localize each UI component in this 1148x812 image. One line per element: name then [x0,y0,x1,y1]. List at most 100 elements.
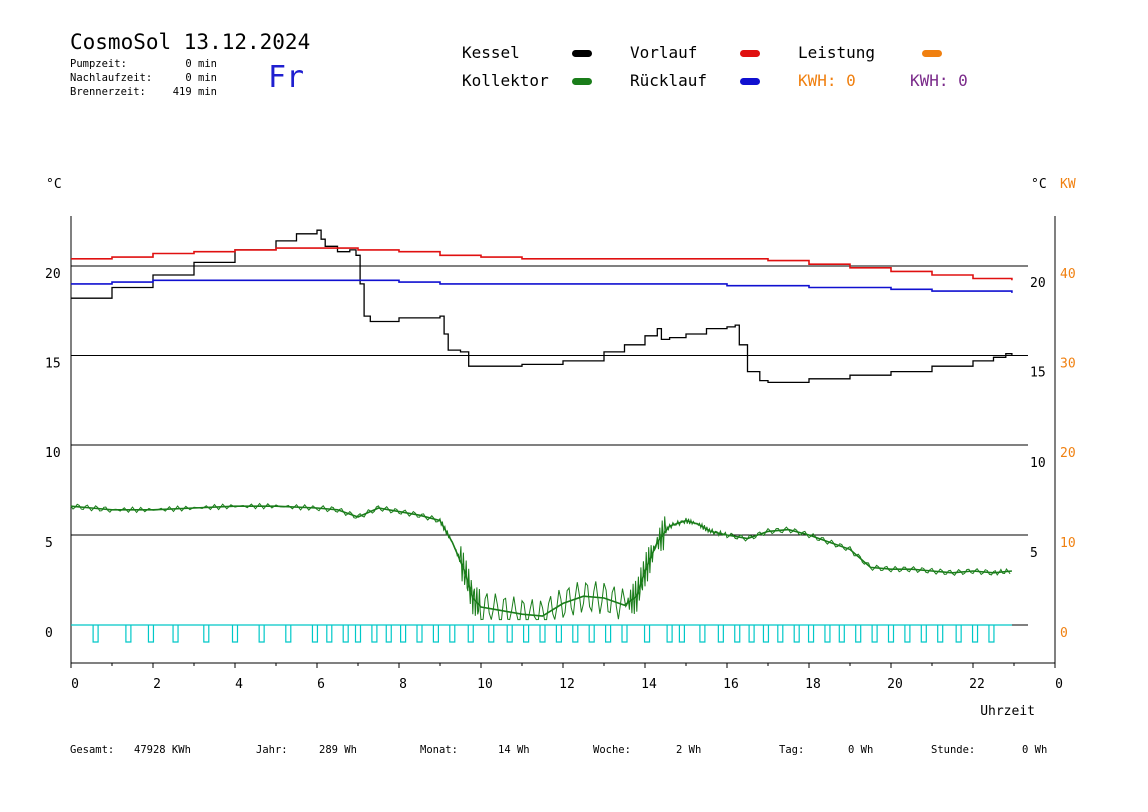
stat-pumpzeit-label: Pumpzeit: [70,58,127,70]
legend-kollektor-label: Kollektor [462,71,549,90]
legend-ruecklauf-label: Rücklauf [630,71,708,90]
leistung-pulse [572,625,579,643]
leistung-pulse [92,625,99,643]
footer-monat-label: Monat: [420,744,458,756]
footer-jahr-label: Jahr: [256,744,288,756]
footer-gesamt-value: 47928 KWh [134,744,191,756]
left-tick-label: 0 [45,626,53,641]
leistung-pulse [920,625,927,643]
leistung-pulse [793,625,800,643]
leistung-pulse [605,625,612,643]
x-tick-label: 12 [559,677,575,692]
leistung-pulse [838,625,845,643]
leistung-pulse [326,625,333,643]
leistung-pulse [887,625,895,643]
footer-monat-value: 14 Wh [498,744,530,756]
stat-nachlaufzeit-value: 0 min [185,72,217,84]
x-axis-label: Uhrzeit [980,704,1035,719]
leistung-pulse [371,625,378,643]
leistung-pulse [506,625,513,643]
footer-jahr-value: 289 Wh [319,744,357,756]
right-c-tick-label: 10 [1030,456,1046,471]
right-kw-tick-label: 20 [1060,446,1076,461]
x-tick-label: 2 [153,677,161,692]
leistung-pulse [955,625,962,643]
left-tick-label: 10 [45,446,61,461]
left-tick-label: 20 [45,267,61,282]
stat-brennerzeit-value: 419 min [172,86,217,98]
vorlauf-series-line [71,247,1013,281]
leistung-pulse [231,625,239,643]
x-tick-label: 4 [235,677,243,692]
legend-leistung-label: Leistung [798,43,876,62]
leistung-pulse [400,625,407,643]
leistung-pulse [467,625,474,643]
leistung-pulse [488,625,495,643]
x-tick-label: 14 [641,677,657,692]
right-axis-unit-celsius: °C [1031,177,1047,192]
leistung-pulse [539,625,546,643]
leistung-pulse [824,625,831,643]
leistung-pulse [555,625,562,643]
leistung-pulse [748,625,755,643]
ruecklauf-series-line [71,279,1013,293]
leistung-pulse [971,625,979,643]
right-axis-unit-kw: KW [1060,177,1076,192]
leistung-pulse [147,625,155,643]
leistung-pulse [621,625,628,643]
legend-vorlauf-swatch [740,50,760,57]
x-tick-label: 10 [477,677,493,692]
kollektor-series-line [70,505,1012,617]
leistung-pulse [432,625,439,643]
leistung-pulse [258,625,265,643]
right-kw-tick-label: 10 [1060,536,1076,551]
right-kw-tick-label: 0 [1060,626,1068,641]
stat-brennerzeit-label: Brennerzeit: [70,86,146,98]
stat-nachlaufzeit-label: Nachlaufzeit: [70,72,153,84]
left-tick-label: 5 [45,536,53,551]
right-kw-tick-label: 30 [1060,357,1076,372]
left-axis-unit: °C [46,177,62,192]
leistung-pulse [172,625,179,643]
leistung-pulse [588,625,595,643]
legend-leistung-swatch [922,50,942,57]
legend-kessel-label: Kessel [462,43,520,62]
footer-gesamt-label: Gesamt: [70,744,115,756]
leistung-pulse [807,625,815,643]
x-tick-label: 0 [71,677,79,692]
legend-kessel-swatch [572,50,592,57]
x-tick-label: 18 [805,677,821,692]
left-tick-label: 15 [45,357,61,372]
footer-tag-label: Tag: [779,744,805,756]
leistung-pulse [699,625,706,643]
footer-stunde-value: 0 Wh [1022,744,1048,756]
leistung-pulse [311,625,319,643]
right-c-tick-label: 15 [1030,366,1046,381]
leistung-pulse [734,625,741,643]
kollektor-noise [70,502,1011,621]
leistung-pulse [449,625,456,643]
weekday-label: Fr [268,60,305,95]
right-c-tick-label: 5 [1030,546,1038,561]
leistung-pulse [523,625,530,643]
legend-kwh-leistung: KWH: 0 [798,71,856,90]
leistung-pulse [762,625,770,643]
leistung-pulse [777,625,784,643]
right-kw-tick-label: 40 [1060,267,1076,282]
x-tick-label: 6 [317,677,325,692]
footer-stunde-label: Stunde: [931,744,976,756]
legend-kwh-second: KWH: 0 [910,71,968,90]
legend-kollektor-swatch [572,78,592,85]
leistung-pulse [937,625,944,643]
leistung-pulse [385,625,392,643]
stat-pumpzeit-value: 0 min [185,58,217,70]
leistung-pulse [354,625,362,643]
leistung-pulse [717,625,724,643]
leistung-pulse [342,625,349,643]
leistung-pulse [666,625,673,643]
x-tick-label: 20 [887,677,903,692]
kessel-series-line [71,229,1013,384]
x-tick-label: 16 [723,677,739,692]
legend-vorlauf-label: Vorlauf [630,43,698,62]
